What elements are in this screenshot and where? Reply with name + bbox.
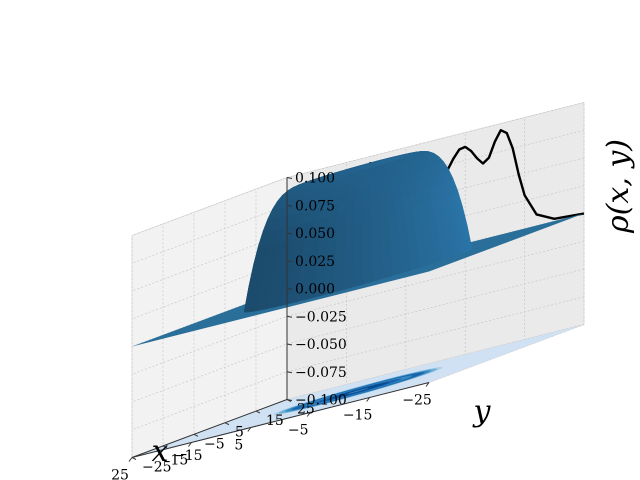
z-tick-mark xyxy=(286,343,293,346)
y-axis-line xyxy=(131,399,288,458)
z-tick-mark xyxy=(286,399,293,401)
x-tick-mark xyxy=(187,442,192,447)
surface-panel xyxy=(386,198,397,216)
z-tick-mark xyxy=(286,288,293,290)
surface-panel xyxy=(389,228,400,253)
surface-panel xyxy=(361,219,372,240)
y-axis-label: y xyxy=(472,394,492,429)
x-tick-label: 25 xyxy=(111,468,129,480)
y-tick-mark xyxy=(162,445,168,449)
surface-panel xyxy=(353,222,363,243)
z-tick-label: 0.050 xyxy=(295,226,335,242)
gridline-z xyxy=(131,157,585,292)
z-tick-mark xyxy=(286,177,293,179)
surface-panel xyxy=(362,236,373,261)
surface-panel xyxy=(343,241,354,266)
surface-panel xyxy=(370,217,381,238)
z-tick-label: −0.025 xyxy=(295,309,347,325)
z-tick-mark xyxy=(286,260,293,263)
surface-panel xyxy=(336,212,346,230)
x-axis-line xyxy=(131,382,430,458)
z-tick-label: −0.050 xyxy=(295,337,347,353)
surface-panel xyxy=(352,239,363,263)
y-tick-mark xyxy=(255,410,261,414)
surface-panel xyxy=(334,244,345,268)
surface-panel xyxy=(371,254,383,282)
surface-panel xyxy=(378,201,389,218)
x-tick-label: 5 xyxy=(234,438,243,454)
surface-panel xyxy=(353,208,363,225)
surface-panel xyxy=(344,224,354,245)
x-tick-mark xyxy=(306,412,311,417)
y-tick-label: 5 xyxy=(235,425,244,441)
surface-panel xyxy=(352,259,364,288)
x-tick-label: −5 xyxy=(288,423,309,439)
surface-panel xyxy=(387,212,399,232)
surface-panel xyxy=(342,262,354,291)
z-tick-label: 0.025 xyxy=(295,254,335,270)
y-tick-mark xyxy=(193,433,199,437)
surface-panel xyxy=(335,226,346,248)
z-axis-label: ρ(x, y) xyxy=(601,139,636,234)
surface-panel xyxy=(371,233,382,258)
z-tick-label: 0.075 xyxy=(295,198,335,214)
x-tick-label: −25 xyxy=(402,393,432,409)
surface xyxy=(132,151,584,347)
z-tick-label: −0.075 xyxy=(295,365,347,381)
z-tick-mark xyxy=(286,232,293,235)
z-tick-mark xyxy=(286,371,293,374)
surface-panel xyxy=(244,286,252,313)
x-tick-mark xyxy=(247,427,252,432)
x-tick-label: −15 xyxy=(343,408,373,424)
surface-panel xyxy=(379,214,390,235)
gridline-z xyxy=(131,102,585,236)
floor-contour xyxy=(132,324,584,458)
gridline-z xyxy=(131,240,585,375)
z-tick-mark xyxy=(286,204,293,207)
y-tick-mark xyxy=(131,457,137,460)
z-tick-mark xyxy=(286,315,293,318)
x-tick-mark xyxy=(425,382,430,387)
surface-panel xyxy=(361,205,372,223)
z-tick-label: 0.000 xyxy=(295,282,335,298)
contour-ring xyxy=(347,388,369,394)
surface-panel xyxy=(380,231,391,255)
x-tick-label: 15 xyxy=(170,453,188,469)
y-tick-label: −5 xyxy=(204,436,225,452)
y-tick-label: 15 xyxy=(266,413,284,429)
y-tick-mark xyxy=(224,422,230,426)
gridline-z xyxy=(131,213,585,347)
y-tick-label: 25 xyxy=(297,402,315,418)
surface-panel xyxy=(362,257,374,285)
surface-panel xyxy=(390,248,402,277)
gridline-z xyxy=(131,268,585,403)
y-tick-label: −25 xyxy=(142,460,172,476)
z-tick-label: −0.100 xyxy=(295,393,347,409)
x-tick-mark xyxy=(128,457,133,462)
gridline-z xyxy=(131,129,585,264)
surface-panel xyxy=(370,203,380,221)
surface-panel xyxy=(381,251,393,279)
z-tick-label: 0.100 xyxy=(295,171,335,187)
gridline-z xyxy=(131,185,585,320)
x-tick-mark xyxy=(366,397,371,402)
surface-panel xyxy=(344,210,355,228)
x-axis-label: x xyxy=(152,434,169,469)
gridline-z xyxy=(131,296,585,431)
y-tick-label: −15 xyxy=(173,448,203,464)
